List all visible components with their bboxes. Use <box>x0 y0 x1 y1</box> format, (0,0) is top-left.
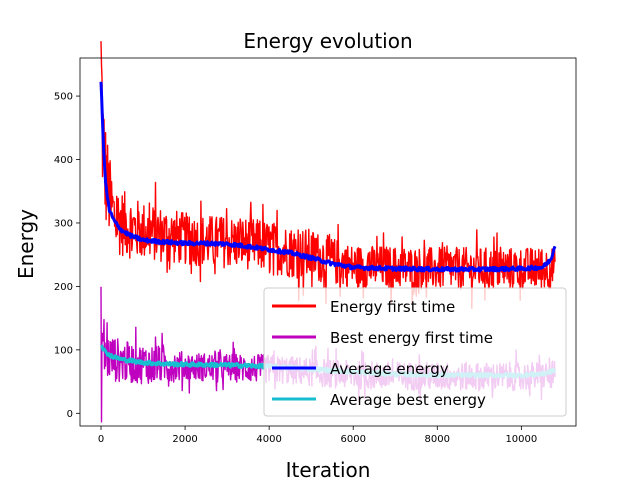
legend-label: Average energy <box>330 360 449 378</box>
legend-label: Energy first time <box>330 298 455 316</box>
y-tick-label: 300 <box>54 218 73 229</box>
chart-title: Energy evolution <box>243 29 412 53</box>
y-axis-label: Energy <box>14 209 38 279</box>
axes-frame <box>79 57 577 427</box>
series-line-3 <box>99 81 557 273</box>
y-axis-ticks: 0 100 200 300 400 500 <box>54 92 80 420</box>
y-tick-label: 100 <box>54 345 73 356</box>
x-tick-label: 8000 <box>425 434 450 445</box>
y-tick-label: 400 <box>54 155 73 166</box>
x-axis-label: Iteration <box>286 458 371 480</box>
x-tick-label: 10000 <box>505 434 537 445</box>
legend-label: Best energy first time <box>330 329 493 347</box>
x-tick-label: 0 <box>98 434 104 445</box>
x-tick-label: 6000 <box>340 434 365 445</box>
x-tick-label: 4000 <box>256 434 281 445</box>
legend: Energy first time Best energy first time A… <box>263 287 567 417</box>
legend-label: Average best energy <box>330 391 486 409</box>
legend-box <box>263 287 567 417</box>
y-tick-label: 0 <box>67 409 73 420</box>
x-axis-ticks: 0 2000 4000 6000 8000 10000 <box>98 426 537 445</box>
y-tick-label: 500 <box>54 92 73 103</box>
y-tick-label: 200 <box>54 282 73 293</box>
series-line-1 <box>100 41 556 309</box>
x-tick-label: 2000 <box>172 434 197 445</box>
